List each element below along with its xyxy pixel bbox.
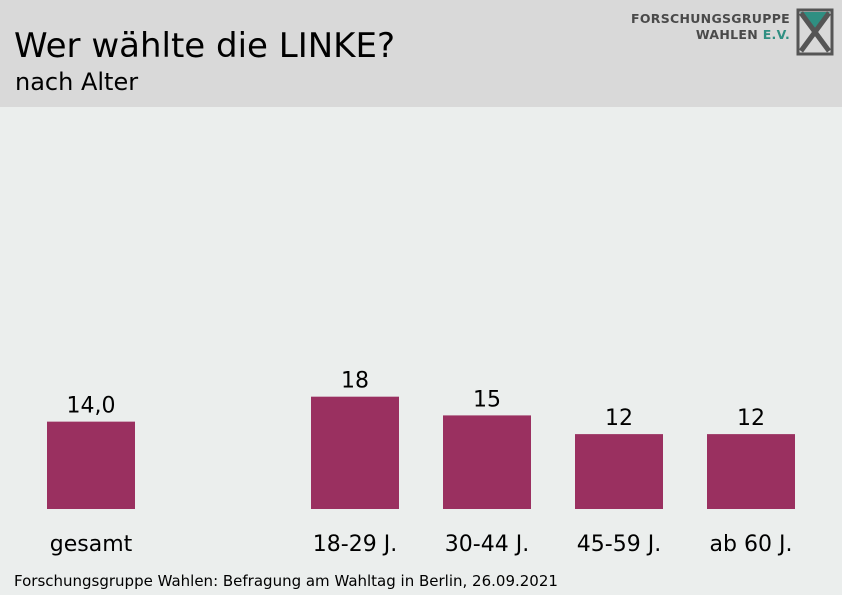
- chart-title: Wer wählte die LINKE?: [14, 26, 396, 66]
- bar-chart: 14,0 gesamt 18 18-29 J. 15 30-44 J. 12 45-59 J.…: [47, 369, 795, 557]
- bar-0: [47, 421, 135, 509]
- value-label-0: 14,0: [67, 394, 116, 419]
- category-label-3: 45-59 J.: [577, 532, 661, 557]
- bar-4: [707, 434, 795, 509]
- logo-line-2-wahlen: WAHLEN: [695, 27, 759, 42]
- bar-2: [443, 415, 531, 509]
- category-label-1: 18-29 J.: [313, 532, 397, 557]
- logo-wordmark: FORSCHUNGSGRUPPE WAHLEN E.V.: [631, 11, 790, 43]
- logo-line-2: WAHLEN E.V.: [631, 27, 790, 43]
- logo-line-1: FORSCHUNGSGRUPPE: [631, 11, 790, 26]
- bar-1: [311, 396, 399, 509]
- category-label-4: ab 60 J.: [710, 532, 793, 557]
- value-label-2: 15: [473, 387, 501, 412]
- value-label-4: 12: [737, 406, 765, 431]
- value-label-3: 12: [605, 406, 633, 431]
- source-note: Forschungsgruppe Wahlen: Befragung am Wa…: [14, 572, 558, 590]
- logo-line-2-ev: E.V.: [762, 27, 790, 42]
- logo-x-icon: [796, 8, 834, 56]
- value-label-1: 18: [341, 369, 369, 394]
- bar-3: [575, 434, 663, 509]
- category-label-2: 30-44 J.: [445, 532, 529, 557]
- category-label-0: gesamt: [50, 532, 133, 557]
- chart-subtitle: nach Alter: [15, 68, 139, 96]
- header-bar: Wer wählte die LINKE? nach Alter FORSCHU…: [0, 0, 842, 107]
